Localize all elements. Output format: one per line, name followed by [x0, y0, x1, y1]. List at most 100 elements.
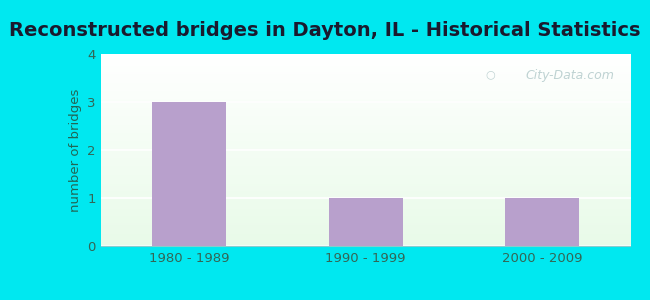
- Bar: [101, 216, 630, 217]
- Bar: [101, 62, 630, 63]
- Bar: [101, 61, 630, 62]
- Bar: [101, 218, 630, 219]
- Bar: [101, 188, 630, 189]
- Bar: [101, 129, 630, 130]
- Bar: [101, 181, 630, 182]
- Bar: [101, 204, 630, 205]
- Bar: [101, 130, 630, 131]
- Bar: [101, 139, 630, 140]
- Bar: [101, 191, 630, 192]
- Bar: [101, 184, 630, 185]
- Bar: [101, 183, 630, 184]
- Bar: [101, 151, 630, 152]
- Bar: [101, 123, 630, 124]
- Bar: [101, 153, 630, 154]
- Bar: [101, 193, 630, 194]
- Bar: [101, 233, 630, 235]
- Text: ○: ○: [486, 69, 495, 80]
- Bar: [101, 215, 630, 216]
- Bar: [101, 136, 630, 137]
- Bar: [101, 143, 630, 144]
- Bar: [101, 174, 630, 175]
- Bar: [101, 163, 630, 164]
- Bar: [101, 144, 630, 145]
- Bar: [101, 125, 630, 126]
- Bar: [101, 214, 630, 215]
- Bar: [101, 190, 630, 191]
- Bar: [101, 79, 630, 80]
- Bar: [101, 231, 630, 232]
- Bar: [101, 83, 630, 84]
- Bar: [101, 137, 630, 139]
- Bar: [101, 105, 630, 106]
- Bar: [101, 185, 630, 187]
- Bar: [101, 243, 630, 244]
- Bar: [101, 148, 630, 149]
- Bar: [101, 177, 630, 178]
- Bar: [101, 54, 630, 55]
- Bar: [101, 201, 630, 202]
- Bar: [101, 72, 630, 73]
- Bar: [101, 85, 630, 86]
- Bar: [101, 75, 630, 76]
- Bar: [101, 236, 630, 237]
- Bar: [101, 95, 630, 96]
- Bar: [328, 198, 403, 246]
- Text: City-Data.com: City-Data.com: [526, 69, 615, 82]
- Bar: [101, 199, 630, 200]
- Bar: [101, 219, 630, 220]
- Bar: [101, 67, 630, 68]
- Bar: [101, 221, 630, 222]
- Bar: [101, 71, 630, 72]
- Bar: [101, 182, 630, 183]
- Bar: [101, 196, 630, 197]
- Bar: [101, 74, 630, 75]
- Bar: [101, 78, 630, 79]
- Bar: [101, 198, 630, 199]
- Bar: [101, 213, 630, 214]
- Bar: [101, 197, 630, 198]
- Bar: [101, 99, 630, 100]
- Bar: [101, 118, 630, 119]
- Bar: [101, 200, 630, 201]
- Bar: [101, 73, 630, 74]
- Bar: [101, 100, 630, 101]
- Bar: [101, 152, 630, 153]
- Bar: [101, 150, 630, 151]
- Bar: [101, 97, 630, 98]
- Bar: [101, 94, 630, 95]
- Bar: [101, 117, 630, 118]
- Bar: [101, 140, 630, 141]
- Bar: [101, 110, 630, 111]
- Bar: [101, 145, 630, 146]
- Bar: [101, 241, 630, 242]
- Bar: [101, 208, 630, 209]
- Bar: [101, 178, 630, 179]
- Bar: [101, 161, 630, 163]
- Bar: [101, 98, 630, 99]
- Bar: [101, 217, 630, 218]
- Bar: [101, 120, 630, 121]
- Bar: [101, 240, 630, 241]
- Bar: [101, 119, 630, 120]
- Bar: [505, 198, 579, 246]
- Bar: [101, 176, 630, 177]
- Bar: [101, 116, 630, 117]
- Bar: [101, 149, 630, 150]
- Bar: [101, 131, 630, 132]
- Bar: [101, 155, 630, 156]
- Bar: [101, 60, 630, 61]
- Bar: [101, 195, 630, 196]
- Bar: [101, 69, 630, 70]
- Bar: [101, 108, 630, 109]
- Bar: [101, 225, 630, 226]
- Bar: [101, 203, 630, 204]
- Bar: [101, 104, 630, 105]
- Bar: [101, 103, 630, 104]
- Bar: [101, 77, 630, 78]
- Bar: [101, 245, 630, 246]
- Bar: [101, 169, 630, 170]
- Bar: [101, 205, 630, 206]
- Bar: [101, 82, 630, 83]
- Bar: [101, 202, 630, 203]
